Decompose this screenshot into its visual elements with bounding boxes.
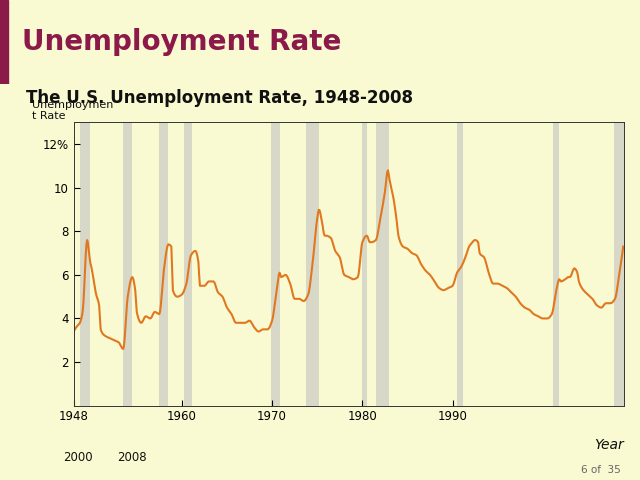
Bar: [271, 122, 280, 406]
Text: The U.S. Unemployment Rate, 1948-2008: The U.S. Unemployment Rate, 1948-2008: [26, 89, 413, 107]
Text: Unemployment Rate: Unemployment Rate: [22, 28, 342, 56]
Bar: [614, 122, 624, 406]
Text: 2000: 2000: [63, 451, 93, 464]
Bar: [81, 122, 90, 406]
Bar: [306, 122, 319, 406]
Bar: [457, 122, 463, 406]
Bar: [159, 122, 168, 406]
Bar: [184, 122, 193, 406]
Text: Unemploymen
t Rate: Unemploymen t Rate: [33, 100, 114, 121]
Text: 6 of  35: 6 of 35: [581, 465, 621, 475]
Text: 2008: 2008: [117, 451, 147, 464]
Bar: [554, 122, 559, 406]
Bar: [376, 122, 388, 406]
Bar: [362, 122, 367, 406]
Bar: [0, 0, 8, 84]
Bar: [124, 122, 132, 406]
Text: Year: Year: [595, 438, 624, 452]
